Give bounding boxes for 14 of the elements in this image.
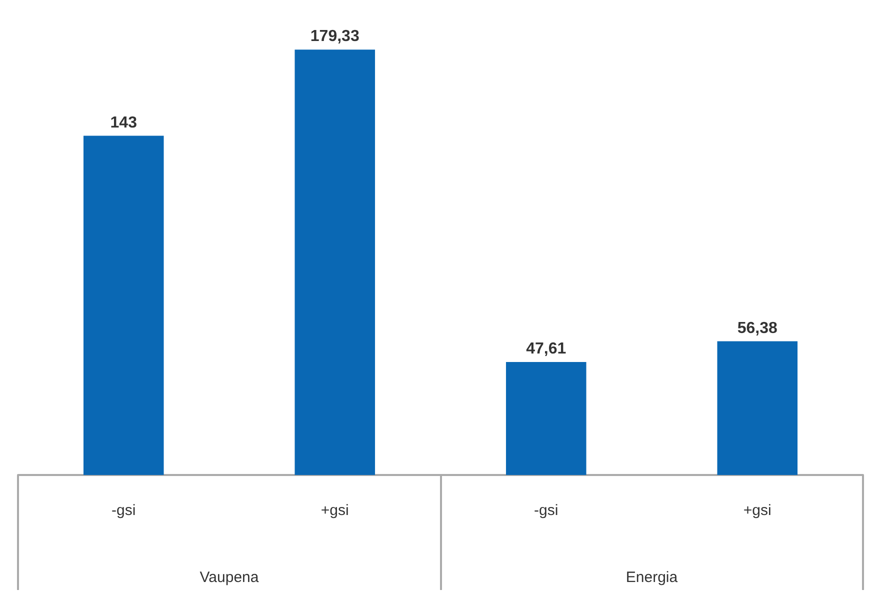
x-tick-label: -gsi	[534, 502, 558, 519]
bar	[83, 136, 164, 475]
data-label: 179,33	[310, 28, 360, 46]
data-label: 47,61	[526, 340, 566, 358]
bar	[717, 341, 798, 475]
bar	[506, 362, 586, 475]
data-label: 143	[110, 114, 138, 132]
x-tick-label: +gsi	[743, 502, 772, 519]
bar	[294, 50, 376, 475]
text: Energia	[626, 569, 678, 586]
data-label: 56,38	[737, 320, 778, 337]
x-tick-label: +gsi	[320, 502, 349, 519]
text: Vaupena	[200, 569, 260, 586]
x-tick-label: -gsi	[112, 502, 136, 519]
